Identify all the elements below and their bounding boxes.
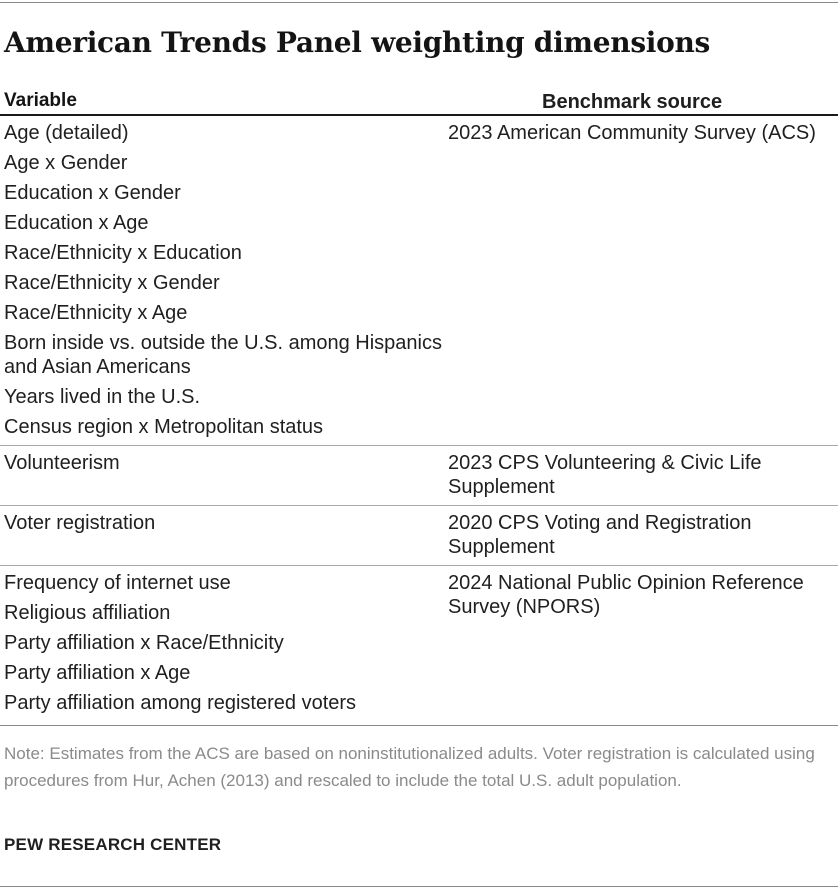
variable-item: Volunteerism	[4, 452, 120, 474]
variable-item: Race/Ethnicity x Education	[4, 242, 242, 264]
variable-list: Volunteerism	[0, 451, 444, 499]
footnote: Note: Estimates from the ACS are based o…	[4, 744, 815, 790]
variable-item: Education x Gender	[4, 182, 181, 204]
variable-item: Born inside vs. outside the U.S. among H…	[4, 332, 442, 378]
benchmark-source-cell: 2023 CPS Volunteering & Civic Life Suppl…	[444, 451, 838, 499]
variable-item: Race/Ethnicity x Gender	[4, 272, 220, 294]
table-row-group-volunteering: Volunteerism 2023 CPS Volunteering & Civ…	[0, 445, 838, 505]
source-credit: PEW RESEARCH CENTER	[4, 835, 222, 854]
benchmark-source-cell: 2024 National Public Opinion Reference S…	[444, 571, 838, 715]
table-bottom-rule	[0, 725, 838, 726]
variable-item: Census region x Metropolitan status	[4, 416, 324, 438]
variable-list: Frequency of internet use Religious affi…	[0, 571, 444, 715]
variable-item: Religious affiliation	[4, 602, 171, 624]
variable-list: Voter registration	[0, 511, 444, 559]
table-header: Variable Benchmark source	[0, 88, 838, 116]
variable-item: Party affiliation x Age	[4, 662, 191, 684]
benchmark-source-cell: 2020 CPS Voting and Registration Supplem…	[444, 511, 838, 559]
benchmark-source: 2020 CPS Voting and Registration Supplem…	[448, 512, 752, 558]
page-title: American Trends Panel weighting dimensio…	[4, 26, 711, 59]
benchmark-source: 2023 CPS Volunteering & Civic Life Suppl…	[448, 452, 762, 498]
benchmark-source-cell: 2023 American Community Survey (ACS)	[444, 121, 838, 439]
table-row-group-npors: Frequency of internet use Religious affi…	[0, 565, 838, 721]
variable-list: Age (detailed) Age x Gender Education x …	[0, 121, 444, 439]
bottom-rule	[0, 886, 838, 887]
variable-item: Party affiliation among registered voter…	[4, 692, 357, 714]
variable-item: Voter registration	[4, 512, 156, 534]
source-column-header: Benchmark source	[542, 91, 723, 113]
variable-item: Party affiliation x Race/Ethnicity	[4, 632, 284, 654]
weighting-table: Variable Benchmark source Age (detailed)…	[0, 88, 838, 726]
benchmark-source: 2023 American Community Survey (ACS)	[448, 122, 816, 144]
variable-item: Frequency of internet use	[4, 572, 231, 594]
header-divider	[0, 114, 838, 116]
variable-column-header: Variable	[4, 90, 77, 111]
variable-item: Age (detailed)	[4, 122, 129, 144]
variable-item: Education x Age	[4, 212, 149, 234]
benchmark-source: 2024 National Public Opinion Reference S…	[448, 572, 804, 618]
top-rule	[0, 2, 838, 3]
table-row-group-acs: Age (detailed) Age x Gender Education x …	[0, 116, 838, 445]
variable-item: Years lived in the U.S.	[4, 386, 201, 408]
table-row-group-voting: Voter registration 2020 CPS Voting and R…	[0, 505, 838, 565]
variable-item: Race/Ethnicity x Age	[4, 302, 188, 324]
variable-item: Age x Gender	[4, 152, 128, 174]
